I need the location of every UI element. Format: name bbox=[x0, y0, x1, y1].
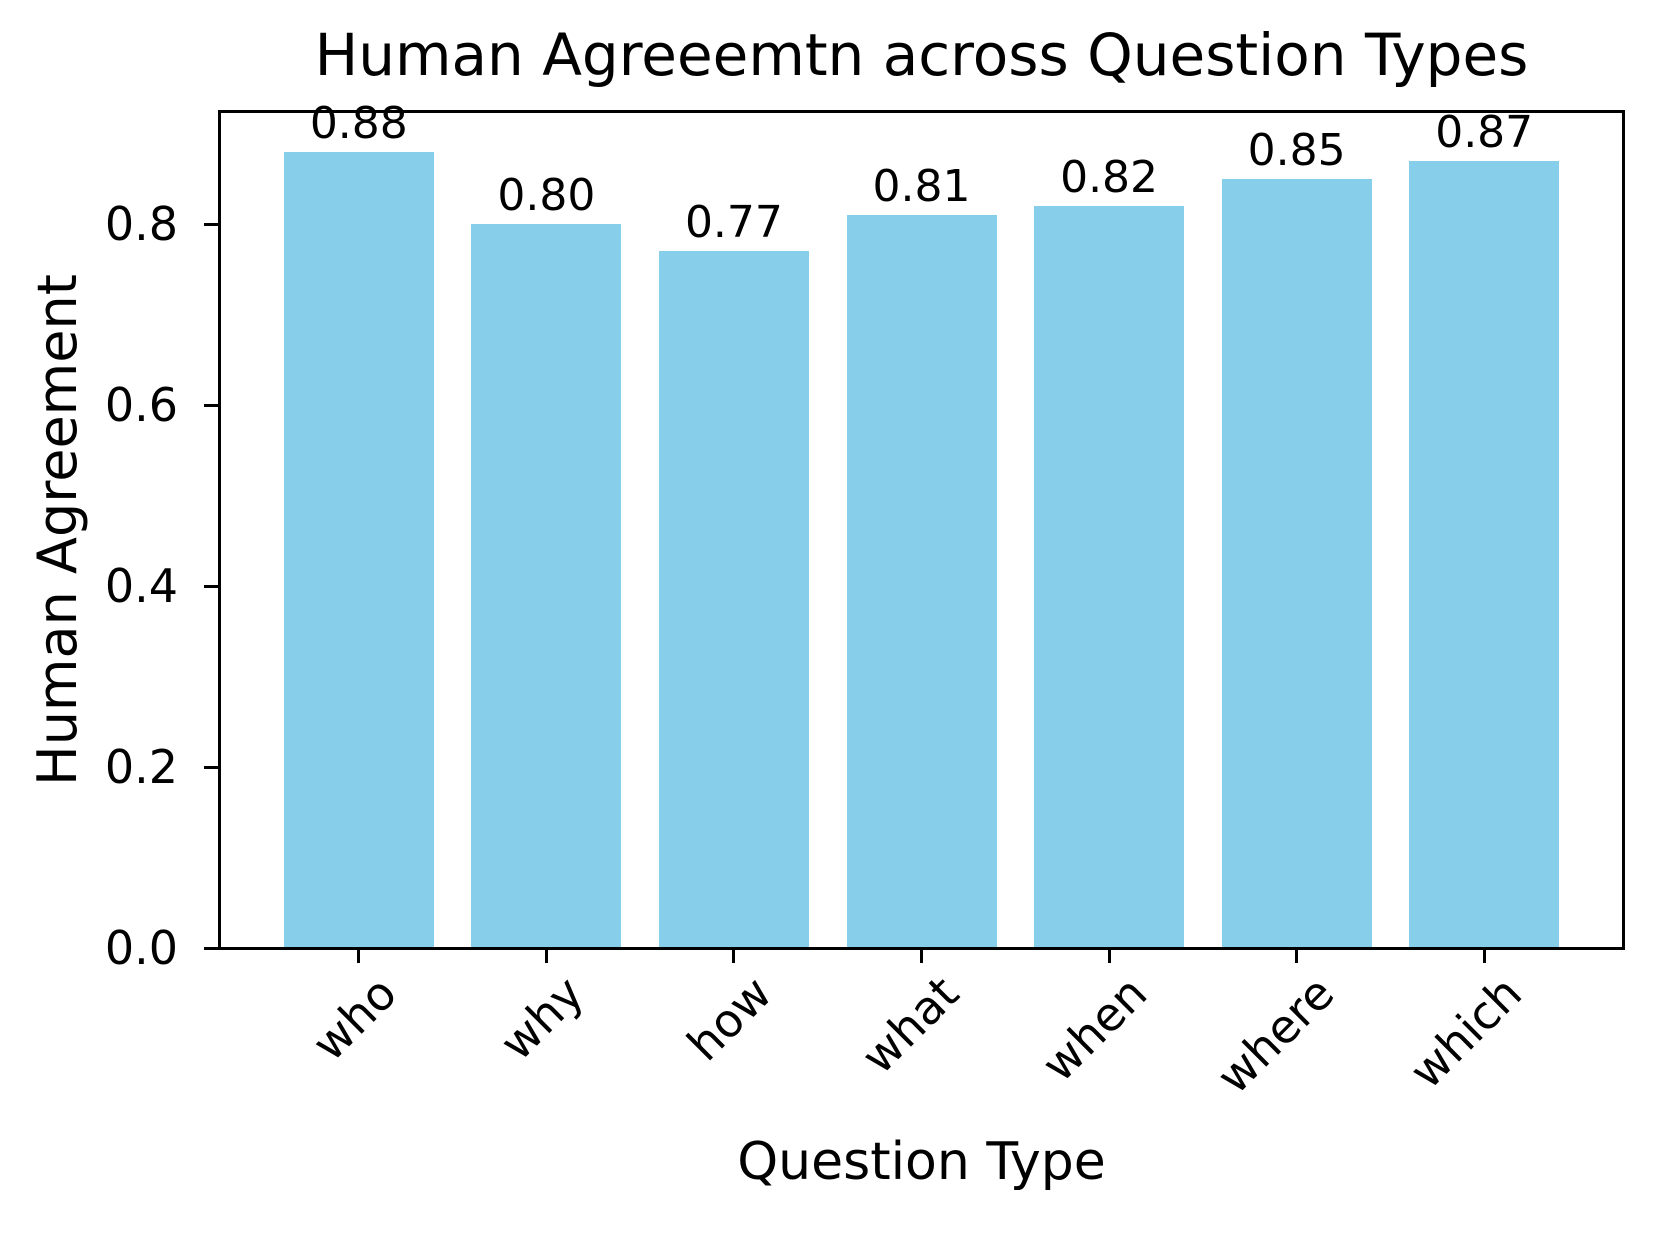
bar-value-label-why: 0.80 bbox=[497, 170, 596, 222]
bar-value-label-which: 0.87 bbox=[1435, 106, 1534, 158]
bar-value-label-what: 0.81 bbox=[872, 161, 971, 213]
x-tick-label-where: where bbox=[1206, 965, 1345, 1104]
y-tick-label: 0.4 bbox=[104, 559, 178, 614]
bar-why bbox=[471, 224, 622, 949]
y-tick-mark bbox=[204, 585, 218, 589]
axis-spine-top bbox=[218, 110, 1623, 113]
axis-spine-left bbox=[218, 110, 221, 950]
x-tick-label-how: how bbox=[676, 965, 782, 1072]
bar-value-label-when: 0.82 bbox=[1060, 152, 1159, 204]
x-tick-mark bbox=[1482, 949, 1486, 963]
bar-value-label-how: 0.77 bbox=[684, 197, 783, 249]
x-tick-mark bbox=[357, 949, 361, 963]
y-tick-label: 0.6 bbox=[104, 378, 178, 433]
bar-value-label-where: 0.85 bbox=[1247, 124, 1346, 176]
x-axis-label: Question Type bbox=[737, 1132, 1106, 1192]
axis-spine-right bbox=[1622, 110, 1625, 950]
x-tick-mark bbox=[544, 949, 548, 963]
bar-how bbox=[658, 251, 809, 949]
x-tick-mark bbox=[1295, 949, 1299, 963]
bar-which bbox=[1409, 160, 1560, 949]
y-tick-label: 0.0 bbox=[104, 921, 178, 975]
y-tick-mark bbox=[204, 404, 218, 408]
x-tick-label-what: what bbox=[851, 965, 970, 1084]
x-tick-label-who: who bbox=[301, 965, 407, 1072]
y-tick-label: 0.2 bbox=[104, 740, 178, 795]
x-tick-label-when: when bbox=[1031, 965, 1158, 1092]
x-tick-mark bbox=[732, 949, 736, 963]
y-tick-mark bbox=[204, 947, 218, 950]
y-tick-label: 0.8 bbox=[104, 197, 178, 252]
y-axis-label: Human Agreement bbox=[26, 274, 89, 786]
bar-value-label-who: 0.88 bbox=[309, 97, 408, 149]
bar-where bbox=[1221, 178, 1372, 949]
x-tick-label-which: which bbox=[1399, 965, 1533, 1099]
chart-title: Human Agreeemtn across Question Types bbox=[314, 21, 1529, 89]
x-tick-mark bbox=[1107, 949, 1111, 963]
bar-what bbox=[846, 215, 997, 949]
axis-spine-bottom bbox=[218, 947, 1623, 950]
y-tick-mark bbox=[204, 766, 218, 770]
bar-when bbox=[1034, 206, 1185, 949]
x-tick-label-why: why bbox=[489, 965, 595, 1071]
y-tick-mark bbox=[204, 223, 218, 227]
bar-who bbox=[283, 151, 434, 949]
x-tick-mark bbox=[920, 949, 923, 963]
